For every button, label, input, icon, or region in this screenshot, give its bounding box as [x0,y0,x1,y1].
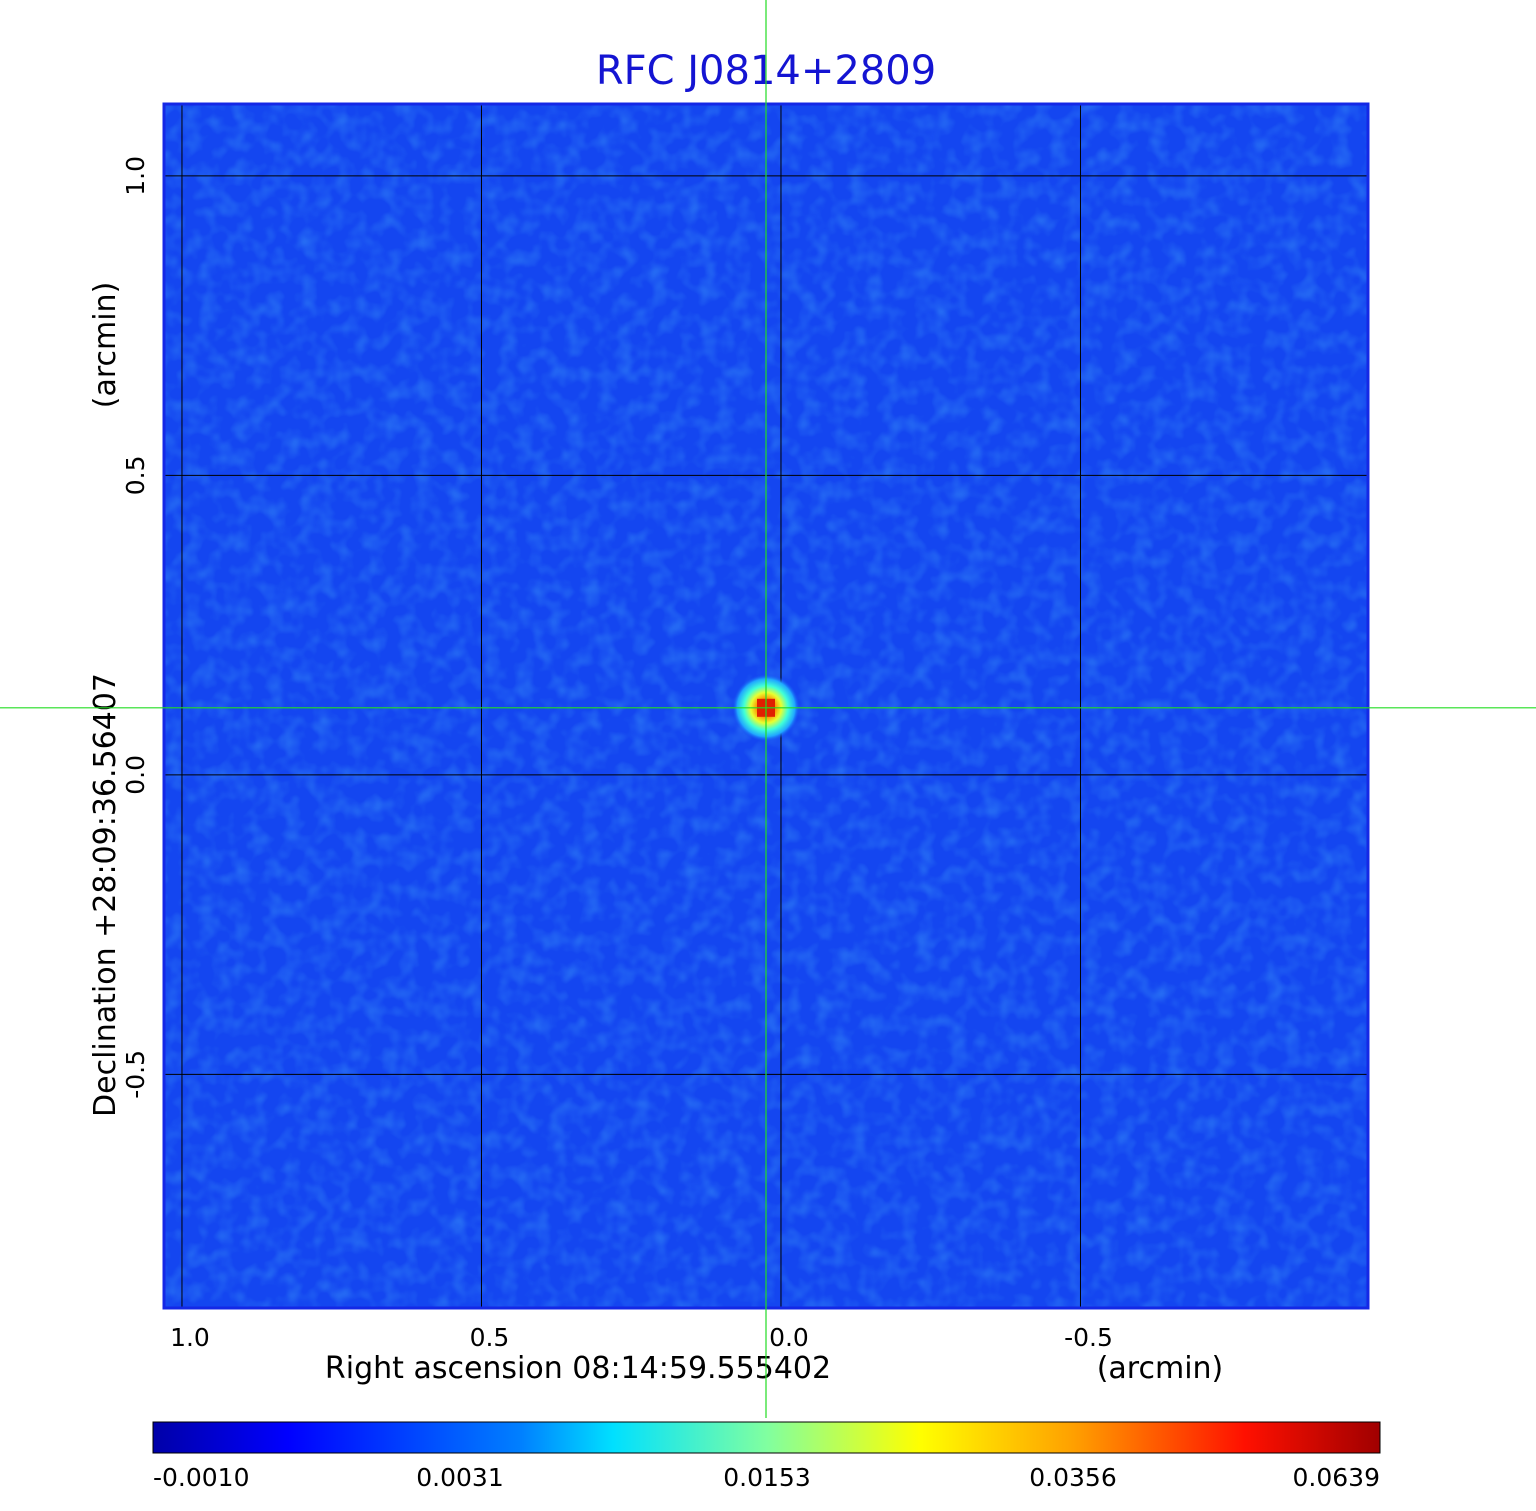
y-tick-labels: 1.0 0.5 0.0 -0.5 [121,156,150,1099]
x-tick-label: 0.0 [769,1323,809,1352]
x-tick-label: 1.0 [170,1323,210,1352]
y-tick-label: 0.5 [121,456,150,496]
y-axis-unit: (arcmin) [88,282,123,409]
colorbar-tick-label: 0.0153 [723,1463,810,1492]
y-tick-label: -0.5 [121,1050,150,1099]
colorbar [152,1421,1381,1454]
crosshair [0,0,1536,1418]
colorbar-tick-label: -0.0010 [153,1463,250,1492]
colorbar-tick-label: 0.0639 [1293,1463,1380,1492]
x-tick-label: -0.5 [1064,1323,1113,1352]
colorbar-tick-label: 0.0356 [1029,1463,1116,1492]
colorbar-ticks: -0.0010 0.0031 0.0153 0.0356 0.0639 [153,1463,1380,1492]
x-tick-labels: 1.0 0.5 0.0 -0.5 [170,1323,1113,1352]
x-axis-unit: (arcmin) [1097,1351,1224,1386]
x-axis-label: Right ascension 08:14:59.555402 [325,1351,831,1386]
y-tick-label: 1.0 [121,156,150,196]
y-tick-label: 0.0 [121,755,150,795]
colorbar-tick-label: 0.0031 [416,1463,503,1492]
x-tick-label: 0.5 [470,1323,510,1352]
y-axis-label: Declination +28:09:36.56407 [88,673,123,1117]
